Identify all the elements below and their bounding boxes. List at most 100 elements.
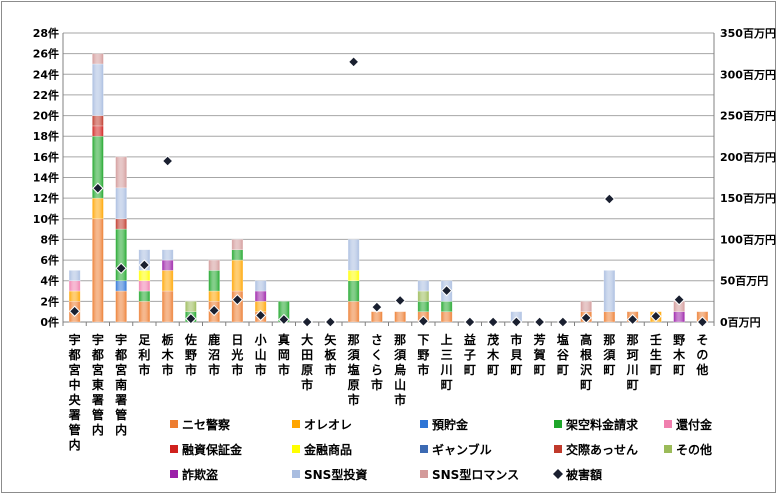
damage-marker	[626, 313, 639, 326]
y-right-tick-label: 50百万円	[720, 275, 768, 288]
x-category-label: 小山市	[255, 332, 267, 377]
damage-marker	[440, 284, 453, 297]
bar-segment-shading	[92, 125, 104, 137]
bar-segment-shading	[417, 290, 430, 302]
x-category-label: 市貝町	[510, 332, 522, 377]
damage-marker	[208, 304, 220, 317]
y-left-tick-label: 16件	[33, 150, 59, 164]
damage-marker	[603, 193, 616, 205]
bar-segment-shading	[92, 218, 104, 323]
legend-swatch	[170, 420, 178, 428]
y-left-tick-label: 2件	[40, 294, 59, 308]
x-category-label: 足利市	[138, 333, 150, 377]
bar-segment-shading	[580, 301, 592, 312]
y-left-tick-label: 20件	[33, 109, 59, 123]
bar-segment-shading	[161, 249, 174, 261]
legend-swatch	[292, 420, 300, 428]
damage-marker	[231, 293, 244, 306]
x-category-label: 矢板市	[324, 332, 337, 377]
bar-segment-shading	[440, 311, 453, 323]
y-right-tick-label: 350百万円	[720, 27, 776, 40]
x-category-label: 宇都宮中央署管内	[68, 332, 82, 452]
y-left-tick-label: 22件	[33, 88, 59, 102]
legend-label: その他	[676, 442, 712, 457]
x-category-label: 日光市	[230, 333, 243, 377]
x-category-label: 那須塩原市	[347, 333, 361, 407]
gridlines	[63, 32, 714, 302]
x-category-label: 宇都宮南署管内	[114, 332, 127, 437]
x-category-label: 益子町	[464, 332, 476, 377]
y-left-tick-label: 0件	[40, 315, 59, 329]
bar-segment-shading	[68, 290, 81, 302]
bar-segment-shading	[603, 270, 616, 312]
legend-swatch	[664, 420, 672, 428]
legend-swatch	[554, 420, 562, 428]
bar-segment-shading	[417, 280, 430, 292]
x-category-label: 上三川町	[440, 332, 453, 392]
y-right-tick-label: 200百万円	[720, 151, 776, 164]
legend-swatch	[292, 470, 300, 478]
y-left-tick-label: 8件	[40, 232, 59, 246]
y-right-tick-label: 300百万円	[720, 68, 776, 81]
x-category-label: 真岡市	[278, 332, 290, 377]
bar-segment-shading	[161, 290, 174, 323]
legend-label: SNS型ロマンス	[432, 467, 519, 482]
damage-marker	[301, 316, 313, 328]
y-left-tick-label: 28件	[33, 26, 59, 40]
damage-marker	[557, 316, 569, 328]
damage-marker	[115, 262, 127, 275]
damage-marker	[464, 316, 476, 328]
bar-segment-shading	[68, 270, 81, 281]
y-right-tick-label: 150百万円	[720, 192, 776, 205]
damage-marker	[161, 155, 174, 167]
legend-label: ギャンブル	[432, 442, 492, 457]
x-category-label: 那須町	[602, 333, 616, 377]
bar-segment-shading	[115, 187, 127, 220]
bar-segment-shading	[603, 311, 616, 323]
legend-label: 架空料金請求	[565, 417, 639, 432]
y-left-tick-label: 24件	[33, 67, 59, 81]
bar-segment-shading	[254, 290, 267, 302]
legend-label: SNS型投資	[304, 467, 367, 482]
legend-label: 金融商品	[303, 442, 352, 457]
x-category-label: 塩谷町	[557, 332, 570, 377]
x-category-label: 下野市	[417, 333, 429, 377]
damage-marker	[487, 316, 499, 328]
legend-swatch	[170, 470, 178, 478]
bar-segment-shading	[231, 239, 244, 251]
y-left-tick-label: 10件	[33, 212, 59, 226]
axes	[62, 33, 715, 326]
damage-marker	[696, 316, 709, 328]
bar-segment-shading	[208, 290, 220, 302]
bar-segment-shading	[92, 53, 104, 65]
bar-segment-shading	[92, 197, 104, 220]
y-left-tick-label: 18件	[33, 129, 59, 143]
y-left-tick-label: 6件	[40, 253, 59, 267]
y-left-tick-label: 14件	[33, 171, 59, 185]
bar-segment-shading	[394, 311, 406, 323]
legend-swatch	[170, 445, 178, 453]
legend-label: 預貯金	[432, 417, 469, 432]
bars	[68, 53, 709, 323]
x-category-labels: 宇都宮中央署管内宇都宮東署管内宇都宮南署管内足利市栃木市佐野市鹿沼市日光市小山市…	[68, 332, 709, 452]
x-category-label: 大田原市	[301, 332, 313, 392]
damage-marker	[417, 315, 430, 327]
bar-segment-shading	[185, 301, 197, 312]
legend-label: 交際あっせん	[566, 442, 638, 457]
damage-marker	[394, 294, 406, 307]
legend-diamond	[553, 469, 563, 479]
y-right-ticks: 0百万円 50百万円 100百万円 150百万円 200百万円 250百万円 300百万円 3…	[720, 27, 776, 329]
y-left-tick-label: 4件	[40, 274, 59, 288]
damage-marker	[673, 293, 685, 306]
bar-segment-shading	[347, 280, 360, 302]
damage-marker	[278, 313, 290, 326]
bar-segment-shading	[347, 239, 360, 271]
bar-segment-shading	[208, 259, 220, 271]
damage-marker	[371, 301, 383, 313]
x-category-label: 壬生町	[650, 332, 662, 377]
bar-segment-shading	[138, 280, 151, 292]
bar-segment-shading	[347, 270, 360, 281]
damage-marker	[347, 56, 360, 68]
